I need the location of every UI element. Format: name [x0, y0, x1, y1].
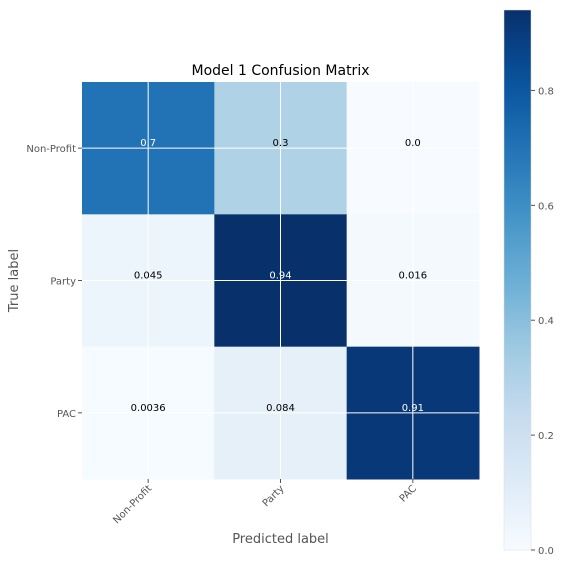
y-tick-label: Non-Profit	[26, 144, 76, 155]
cell-value-labels: 0.7 0.3 0.0 0.045 0.94 0.016 0.0036 0.084 0.91	[131, 138, 427, 414]
y-axis-title: True label	[7, 249, 22, 313]
colorbar-tick-label: 0.0	[538, 546, 554, 557]
x-tick-label: Party	[261, 483, 287, 509]
y-tick-label: Party	[50, 277, 76, 288]
cell-value-label: 0.3	[273, 138, 289, 149]
chart-title: Model 1 Confusion Matrix	[191, 63, 369, 79]
cell-value-label: 0.084	[266, 403, 295, 414]
y-tick-label: PAC	[57, 409, 76, 420]
cell-value-label: 0.94	[269, 271, 291, 282]
grid-lines	[82, 82, 479, 479]
colorbar-gradient	[503, 9, 532, 551]
cell-value-label: 0.91	[402, 403, 424, 414]
cell-value-label: 0.0	[405, 138, 421, 149]
colorbar-tick-label: 0.4	[538, 316, 554, 327]
cell-value-label: 0.016	[399, 271, 428, 282]
colorbar: 0.0 0.2 0.4 0.6 0.8	[503, 9, 554, 557]
cell-value-label: 0.7	[140, 138, 156, 149]
colorbar-tick-label: 0.2	[538, 431, 554, 442]
colorbar-tick-label: 0.6	[538, 201, 554, 212]
cell-value-label: 0.0036	[131, 403, 166, 414]
x-tick-label: PAC	[398, 483, 419, 504]
colorbar-tick-label: 0.8	[538, 86, 554, 97]
cell-value-label: 0.045	[134, 271, 163, 282]
x-axis-title: Predicted label	[232, 532, 329, 547]
x-tick-label: Non-Profit	[111, 483, 154, 526]
